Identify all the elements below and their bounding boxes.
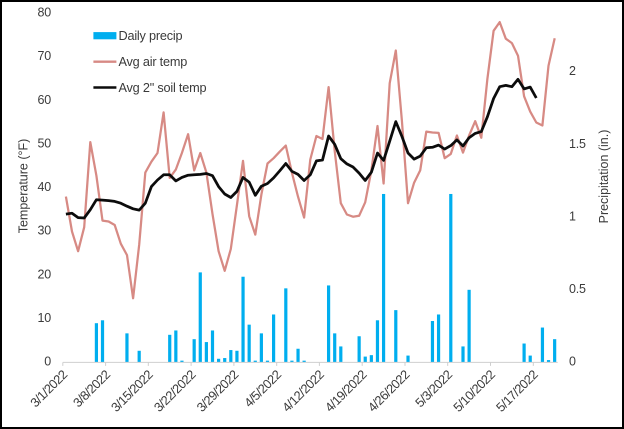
svg-text:5/3/2022: 5/3/2022 <box>412 367 455 410</box>
svg-text:3/1/2022: 3/1/2022 <box>27 367 70 410</box>
svg-text:Temperature (°F): Temperature (°F) <box>17 139 31 234</box>
svg-text:4/5/2022: 4/5/2022 <box>241 367 284 410</box>
svg-text:5/10/2022: 5/10/2022 <box>450 367 498 415</box>
svg-text:3/22/2022: 3/22/2022 <box>151 367 199 415</box>
svg-text:Daily precip: Daily precip <box>119 29 183 43</box>
svg-text:Precipitation (in.): Precipitation (in.) <box>597 130 611 224</box>
svg-text:4/19/2022: 4/19/2022 <box>322 367 370 415</box>
svg-text:80: 80 <box>37 6 51 20</box>
svg-text:3/15/2022: 3/15/2022 <box>108 367 156 415</box>
svg-text:3/8/2022: 3/8/2022 <box>70 367 113 410</box>
svg-text:1.5: 1.5 <box>569 137 586 151</box>
svg-text:40: 40 <box>37 180 51 194</box>
svg-text:60: 60 <box>37 93 51 107</box>
svg-text:4/12/2022: 4/12/2022 <box>279 367 327 415</box>
svg-text:3/29/2022: 3/29/2022 <box>194 367 242 415</box>
svg-text:4/26/2022: 4/26/2022 <box>365 367 413 415</box>
svg-text:1: 1 <box>569 209 576 223</box>
svg-text:Avg air temp: Avg air temp <box>119 55 188 69</box>
svg-text:5/17/2022: 5/17/2022 <box>493 367 541 415</box>
svg-text:50: 50 <box>37 137 51 151</box>
svg-text:0: 0 <box>44 355 51 369</box>
svg-text:30: 30 <box>37 224 51 238</box>
svg-text:0: 0 <box>569 355 576 369</box>
svg-text:70: 70 <box>37 49 51 63</box>
svg-text:2: 2 <box>569 64 576 78</box>
svg-text:20: 20 <box>37 267 51 281</box>
svg-text:0.5: 0.5 <box>569 282 586 296</box>
svg-text:Avg 2" soil temp: Avg 2" soil temp <box>119 81 207 95</box>
svg-text:10: 10 <box>37 311 51 325</box>
